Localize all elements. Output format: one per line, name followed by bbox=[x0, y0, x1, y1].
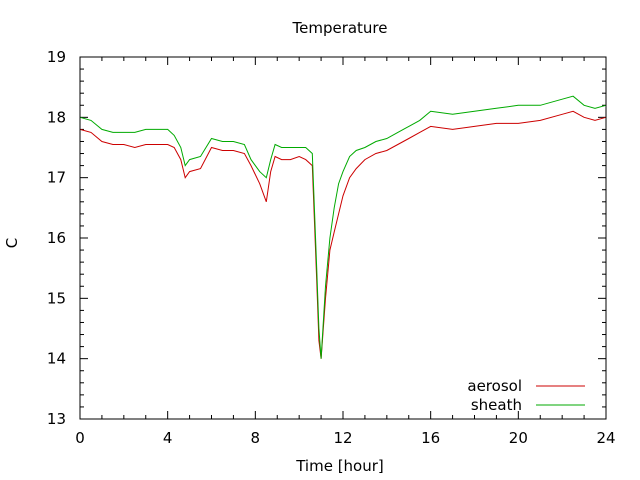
x-tick-label: 20 bbox=[509, 429, 528, 447]
y-tick-label: 14 bbox=[47, 350, 66, 368]
x-tick-label: 0 bbox=[75, 429, 85, 447]
y-tick-label: 17 bbox=[47, 169, 66, 187]
y-tick-label: 15 bbox=[47, 289, 66, 307]
series-line-aerosol bbox=[79, 110, 607, 359]
plot-frame bbox=[79, 56, 607, 420]
series-line-sheath bbox=[79, 95, 607, 359]
y-tick-label: 18 bbox=[47, 108, 66, 126]
legend: aerosol sheath bbox=[467, 377, 585, 414]
x-tick-label: 8 bbox=[251, 429, 261, 447]
axis-ticks bbox=[79, 56, 607, 420]
x-tick-label: 16 bbox=[421, 429, 440, 447]
x-tick-label: 4 bbox=[163, 429, 173, 447]
chart-title: Temperature bbox=[291, 19, 387, 37]
legend-label-sheath: sheath bbox=[471, 396, 522, 414]
tick-labels: 0 4 8 12 16 20 24 13 14 15 16 17 18 19 bbox=[47, 48, 616, 447]
legend-label-aerosol: aerosol bbox=[467, 377, 522, 395]
y-tick-label: 13 bbox=[47, 410, 66, 428]
x-tick-label: 12 bbox=[333, 429, 352, 447]
y-tick-label: 19 bbox=[47, 48, 66, 66]
y-axis-label: C bbox=[3, 238, 21, 248]
series-lines bbox=[79, 95, 607, 359]
y-tick-label: 16 bbox=[47, 229, 66, 247]
x-tick-label: 24 bbox=[596, 429, 615, 447]
x-axis-label: Time [hour] bbox=[295, 457, 384, 475]
